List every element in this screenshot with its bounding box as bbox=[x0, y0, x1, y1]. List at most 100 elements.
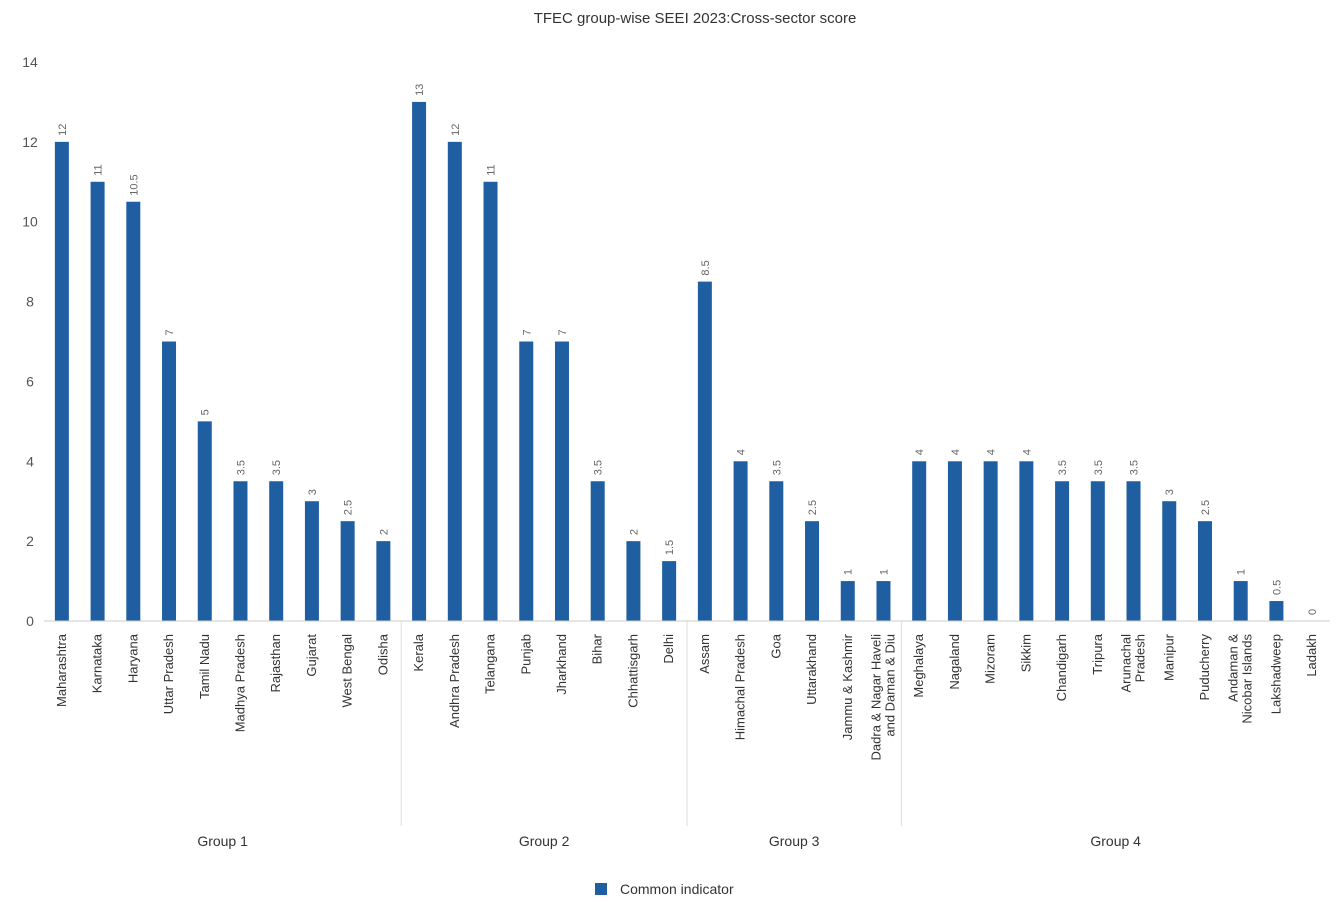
bar[interactable] bbox=[662, 561, 677, 621]
bar[interactable] bbox=[1233, 581, 1248, 621]
data-label: 12 bbox=[57, 124, 69, 136]
x-tick-label: Uttarakhand bbox=[804, 634, 819, 705]
bar[interactable] bbox=[1055, 481, 1070, 621]
data-label: 10.5 bbox=[128, 174, 140, 195]
bar[interactable] bbox=[1090, 481, 1105, 621]
data-label: 7 bbox=[557, 329, 569, 335]
x-tick-label: Sikkim bbox=[1018, 634, 1033, 672]
data-label: 12 bbox=[450, 124, 462, 136]
x-tick-label: Puducherry bbox=[1197, 634, 1212, 701]
legend-label: Common indicator bbox=[620, 881, 734, 897]
data-label: 3.5 bbox=[271, 460, 283, 475]
data-label: 4 bbox=[1021, 449, 1033, 455]
bar[interactable] bbox=[304, 501, 319, 621]
group-axis: Group 1 Group 2 Group 3 Group 4 bbox=[197, 621, 1141, 849]
data-label: 4 bbox=[736, 449, 748, 455]
bar[interactable] bbox=[840, 581, 855, 621]
bar[interactable] bbox=[769, 481, 784, 621]
data-label: 11 bbox=[486, 164, 498, 175]
x-tick-label: Chhattisgarh bbox=[625, 634, 640, 708]
x-tick-label: Chandigarh bbox=[1054, 634, 1069, 701]
data-label: 1 bbox=[843, 569, 855, 575]
bar[interactable] bbox=[376, 541, 391, 621]
data-label: 3 bbox=[307, 489, 319, 495]
x-tick-label: Odisha bbox=[375, 633, 390, 675]
x-tick-label: Delhi bbox=[661, 634, 676, 664]
data-label: 2.5 bbox=[1200, 500, 1212, 515]
data-label: 2.5 bbox=[343, 500, 355, 515]
x-tick-label: Andaman &Nicobar Islands bbox=[1226, 634, 1255, 724]
x-tick-label: West Bengal bbox=[340, 634, 355, 708]
y-tick-label: 10 bbox=[22, 214, 38, 230]
data-label: 4 bbox=[914, 449, 926, 455]
x-tick-label: Andhra Pradesh bbox=[447, 634, 462, 728]
x-tick-label: Jharkhand bbox=[554, 634, 569, 695]
x-tick-label: Madhya Pradesh bbox=[232, 634, 247, 732]
y-tick-label: 2 bbox=[26, 533, 34, 549]
bar[interactable] bbox=[162, 341, 177, 622]
legend: Common indicator bbox=[595, 881, 734, 897]
x-tick-label: ArunachalPradesh bbox=[1119, 634, 1148, 693]
x-tick-label: Karnataka bbox=[90, 633, 105, 693]
y-tick-label: 8 bbox=[26, 294, 34, 310]
bar[interactable] bbox=[1019, 461, 1034, 621]
data-label: 3.5 bbox=[593, 460, 605, 475]
group-label: Group 2 bbox=[519, 833, 570, 849]
bar[interactable] bbox=[447, 141, 462, 621]
data-label: 13 bbox=[414, 84, 426, 96]
x-tick-label: Ladakh bbox=[1304, 634, 1319, 677]
bar[interactable] bbox=[590, 481, 605, 621]
bar[interactable] bbox=[1197, 521, 1212, 621]
bar[interactable] bbox=[733, 461, 748, 621]
x-tick-label: Punjab bbox=[518, 634, 533, 674]
x-tick-label: Bihar bbox=[590, 633, 605, 664]
x-tick-label: Dadra & Nagar Haveliand Daman & Diu bbox=[868, 634, 897, 761]
y-tick-label: 0 bbox=[26, 613, 34, 629]
bar[interactable] bbox=[126, 201, 141, 621]
group-label: Group 1 bbox=[197, 833, 248, 849]
data-label: 3.5 bbox=[1093, 460, 1105, 475]
bar[interactable] bbox=[876, 581, 891, 621]
data-label: 1 bbox=[1236, 569, 1248, 575]
x-tick-label: Rajasthan bbox=[268, 634, 283, 693]
bars bbox=[54, 101, 1284, 622]
chart-title: TFEC group-wise SEEI 2023:Cross-sector s… bbox=[534, 10, 857, 27]
data-label: 2.5 bbox=[807, 500, 819, 515]
bar[interactable] bbox=[412, 101, 427, 621]
bar[interactable] bbox=[54, 141, 69, 621]
data-label: 1 bbox=[878, 569, 890, 575]
bar[interactable] bbox=[519, 341, 534, 622]
bar[interactable] bbox=[233, 481, 248, 621]
bar[interactable] bbox=[197, 421, 212, 621]
data-label: 7 bbox=[164, 329, 176, 335]
data-label: 11 bbox=[93, 164, 105, 175]
bar[interactable] bbox=[340, 521, 355, 621]
data-label: 3.5 bbox=[1057, 460, 1069, 475]
bar[interactable] bbox=[483, 181, 498, 622]
x-axis: Maharashtra Karnataka Haryana Uttar Pradesh… bbox=[44, 620, 1330, 761]
bar[interactable] bbox=[947, 461, 962, 621]
x-tick-label: Himachal Pradesh bbox=[733, 634, 748, 740]
x-tick-label: Tripura bbox=[1090, 633, 1105, 674]
x-tick-label: Kerala bbox=[411, 633, 426, 671]
bar[interactable] bbox=[805, 521, 820, 621]
bar[interactable] bbox=[269, 481, 284, 621]
y-tick-label: 6 bbox=[26, 373, 34, 389]
x-tick-label: Nagaland bbox=[947, 634, 962, 690]
bar[interactable] bbox=[912, 461, 927, 621]
bar[interactable] bbox=[90, 181, 105, 622]
data-label: 0 bbox=[1307, 609, 1319, 615]
x-tick-label: Maharashtra bbox=[54, 633, 69, 707]
bar[interactable] bbox=[554, 341, 569, 622]
data-label: 2 bbox=[378, 529, 390, 535]
bar[interactable] bbox=[1269, 601, 1284, 621]
bar[interactable] bbox=[697, 281, 712, 621]
bar[interactable] bbox=[626, 541, 641, 621]
bar[interactable] bbox=[1162, 501, 1177, 621]
data-label: 3.5 bbox=[1129, 460, 1141, 475]
bar[interactable] bbox=[1126, 481, 1141, 621]
bar[interactable] bbox=[983, 461, 998, 621]
